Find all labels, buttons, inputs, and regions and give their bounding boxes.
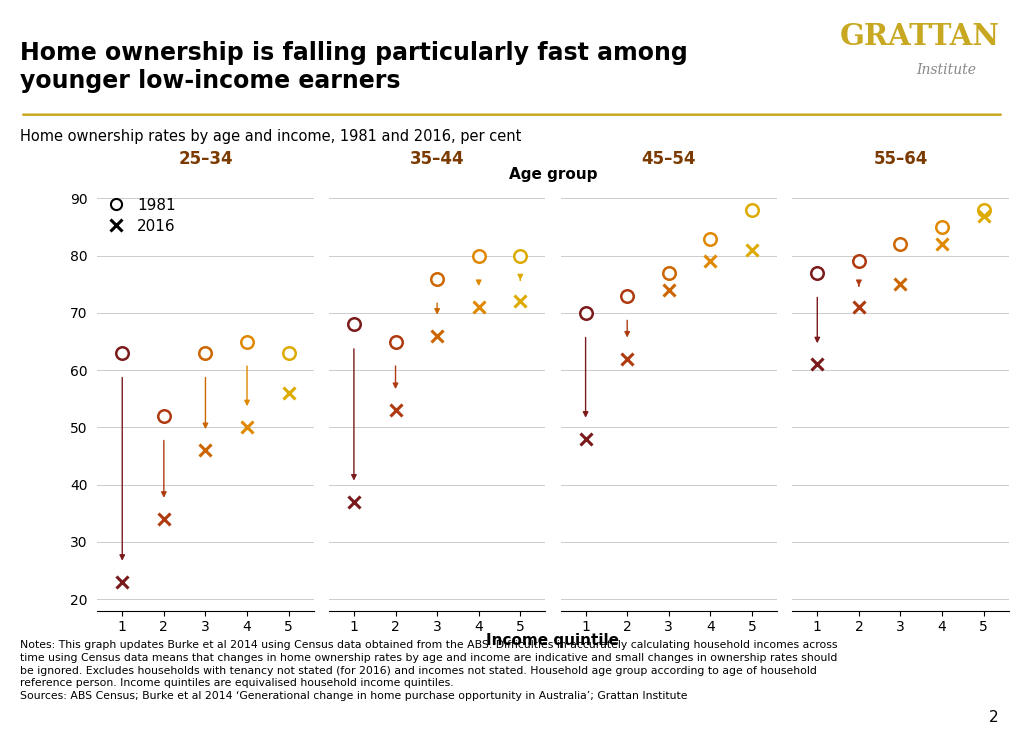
Text: Institute: Institute	[916, 63, 977, 77]
Text: 25–34: 25–34	[178, 150, 232, 169]
Text: Income quintile: Income quintile	[486, 633, 620, 648]
Text: Home ownership rates by age and income, 1981 and 2016, per cent: Home ownership rates by age and income, …	[20, 130, 522, 144]
Text: 35–44: 35–44	[410, 150, 465, 169]
Text: GRATTAN: GRATTAN	[840, 22, 999, 51]
Text: Home ownership is falling particularly fast among
younger low-income earners: Home ownership is falling particularly f…	[20, 41, 688, 93]
Text: 2: 2	[989, 710, 998, 725]
Text: 55–64: 55–64	[873, 150, 928, 169]
Text: Notes: This graph updates Burke et al 2014 using Census data obtained from the A: Notes: This graph updates Burke et al 20…	[20, 640, 838, 702]
Text: Age group: Age group	[509, 166, 597, 181]
Legend: 1981, 2016: 1981, 2016	[100, 198, 176, 234]
Text: 45–54: 45–54	[642, 150, 696, 169]
